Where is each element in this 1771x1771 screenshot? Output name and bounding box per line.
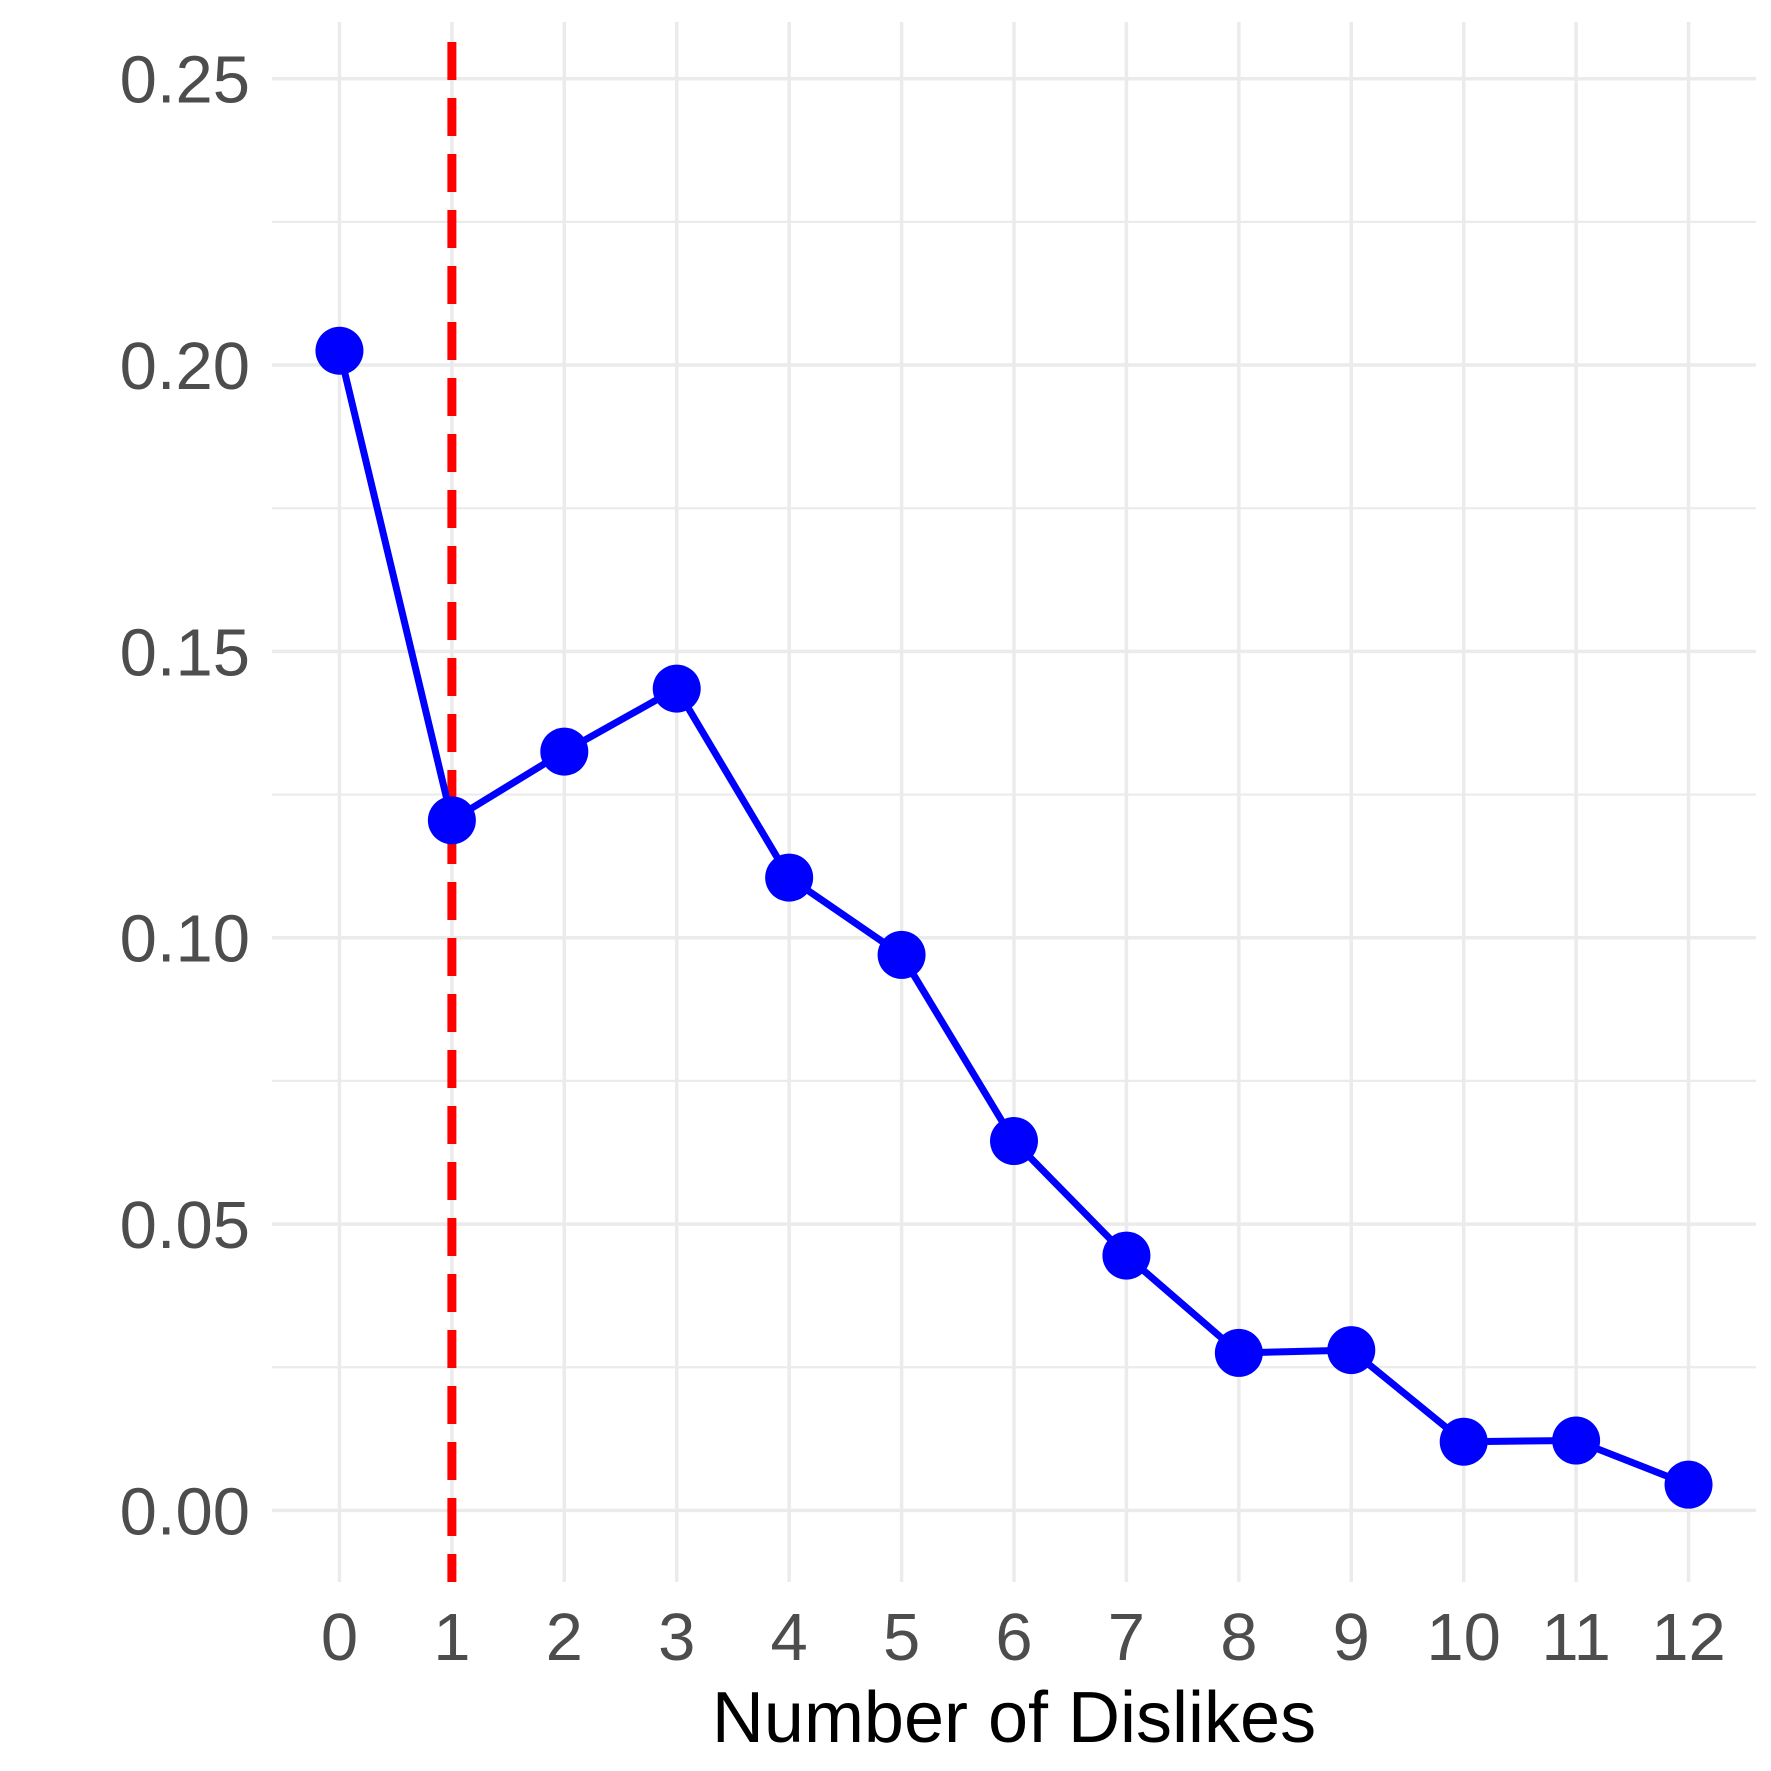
y-tick-label: 0.00 [120, 1474, 250, 1549]
x-tick-label: 7 [1108, 1600, 1145, 1675]
x-tick-label: 5 [883, 1600, 920, 1675]
x-tick-label: 3 [658, 1600, 695, 1675]
data-point [1327, 1326, 1376, 1375]
data-point [427, 796, 476, 845]
data-point [765, 853, 814, 902]
x-axis-title: Number of Dislikes [712, 1678, 1316, 1758]
y-tick-label: 0.25 [120, 43, 250, 118]
data-point [1552, 1416, 1601, 1465]
data-point [877, 930, 926, 979]
x-tick-label: 0 [321, 1600, 358, 1675]
data-point [315, 326, 364, 375]
y-tick-label: 0.15 [120, 615, 250, 690]
x-tick-label: 11 [1541, 1600, 1611, 1675]
y-tick-label: 0.10 [120, 902, 250, 977]
grid-major-lines [272, 22, 1756, 1582]
x-tick-label: 4 [771, 1600, 808, 1675]
x-axis-tick-labels: 0 1 2 3 4 5 6 7 8 9 10 11 12 [321, 1600, 1726, 1675]
data-point [1439, 1417, 1488, 1466]
x-tick-label: 6 [995, 1600, 1032, 1675]
x-tick-label: 12 [1651, 1600, 1726, 1675]
data-point [1102, 1231, 1151, 1280]
y-axis-tick-labels: 0.00 0.05 0.10 0.15 0.20 0.25 [120, 43, 250, 1550]
x-tick-label: 9 [1333, 1600, 1370, 1675]
x-tick-label: 1 [433, 1600, 470, 1675]
data-point [990, 1117, 1038, 1166]
data-point [1214, 1328, 1263, 1377]
data-point [540, 727, 589, 776]
y-tick-label: 0.05 [120, 1188, 250, 1263]
data-point [1664, 1460, 1713, 1509]
x-tick-label: 10 [1426, 1600, 1501, 1675]
x-tick-label: 8 [1220, 1600, 1257, 1675]
y-tick-label: 0.20 [120, 329, 250, 404]
x-tick-label: 2 [546, 1600, 583, 1675]
data-point [652, 664, 701, 713]
series-points-layer [315, 326, 1713, 1509]
